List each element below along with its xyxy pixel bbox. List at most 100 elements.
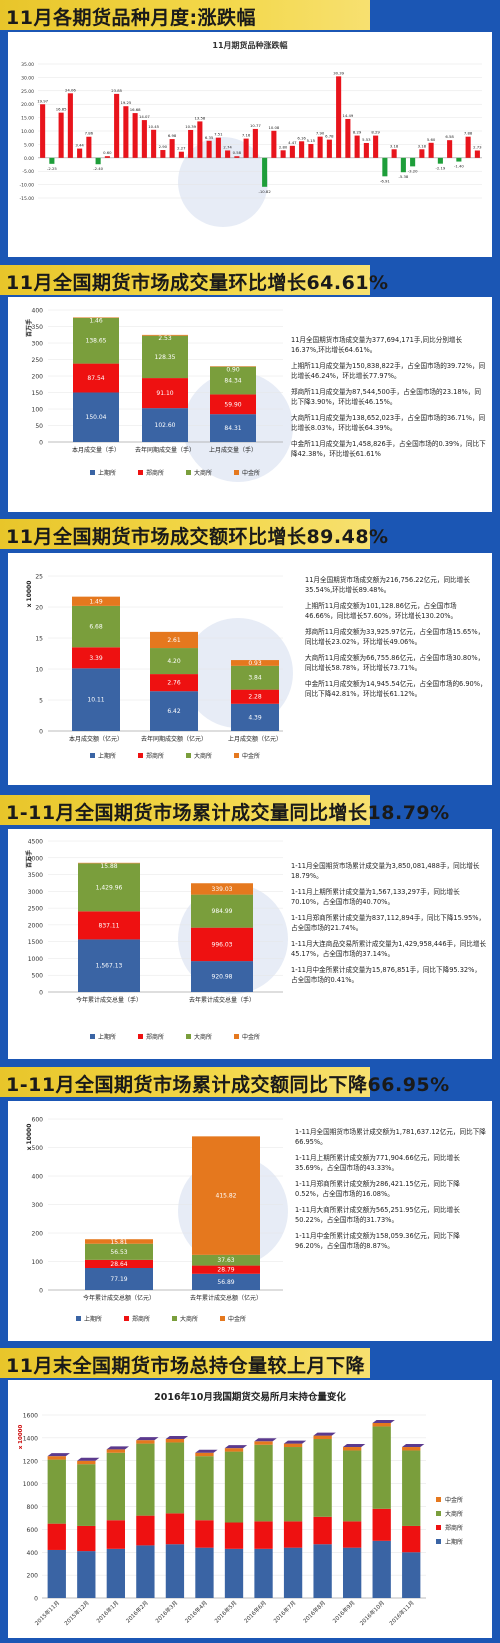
data-label: 415.82 (216, 1193, 237, 1200)
bar-segment (372, 1508, 391, 1541)
bar-segment (210, 394, 256, 415)
data-label: 8.29 (371, 130, 380, 135)
bar (86, 136, 92, 158)
bar-segment (210, 414, 256, 442)
bar (428, 142, 434, 158)
bar-segment (78, 863, 140, 912)
section-header-6: 11月末全国期货市场总持仓量较上月下降 (0, 1348, 500, 1378)
legend-swatch (436, 1525, 441, 1530)
x-tick-label: 去年同期成交额（亿元） (141, 735, 207, 743)
bar-segment (195, 1452, 214, 1457)
data-label: 4.20 (167, 658, 181, 665)
legend-swatch (172, 1316, 177, 1321)
bar-segment (402, 1552, 421, 1598)
volume-chart: 400 350 300 250 200 150 100 50 0 百万手 150.04 87.54 13… (25, 308, 293, 482)
data-label: 15.81 (110, 1239, 127, 1246)
bar-segment (142, 335, 188, 379)
section-title: 11月全国期货市场成交量环比增长64.61% (6, 272, 389, 294)
bar-segment (73, 363, 119, 393)
legend-swatch (436, 1497, 441, 1502)
bar (262, 157, 268, 187)
bar (345, 118, 351, 158)
legend-label: 大商所 (194, 469, 212, 477)
bar-segment (402, 1450, 421, 1526)
bar-segment (77, 1464, 96, 1526)
data-label: 19.25 (120, 100, 131, 105)
bar (289, 145, 295, 158)
bar-segment (224, 1448, 244, 1452)
bar-segment (72, 668, 120, 731)
bar (95, 157, 101, 165)
section-title: 11月各期货品种月度:涨跌幅 (6, 7, 257, 29)
data-label: 10.08 (268, 125, 279, 130)
bar-segment (78, 911, 140, 940)
x-tick-label: 今年累计成交总量（手） (76, 996, 142, 1004)
data-label: -2.25 (47, 166, 57, 171)
bar-segment (78, 862, 140, 864)
section-header-4: 1-11月全国期货市场累计成交量同比增长18.79% (0, 795, 500, 825)
bar-cap (254, 1438, 277, 1442)
x-tick-label: 2016年2月 (124, 1599, 150, 1625)
y-tick-label: 3000 (28, 889, 43, 896)
data-label: 0.60 (103, 150, 112, 155)
bar-segment (73, 317, 119, 318)
turnover-chart: 25 20 15 10 5 0 x 10000 10.11 3.39 6.68 1.49 本月成交额（… (26, 574, 293, 760)
bar-segment (85, 1239, 153, 1244)
legend-swatch (234, 1034, 239, 1039)
y-tick-label: 100 (32, 1259, 44, 1266)
cum-volume-chart: 4500 4000 3500 3000 2500 2000 1500 1000 500 0 百万手 1… (25, 839, 288, 1041)
bar (151, 129, 157, 158)
note-line: 中金所11月成交量为1,458,826手，占全国市场的0.39%，同比下降42.… (291, 440, 486, 458)
y-tick-label: 15 (35, 636, 43, 643)
price-change-chart: 11月期货品种涨跌幅 35.00 30.00 25.00 20.00 15.00 10.0… (19, 40, 482, 227)
y-tick-label: 35.00 (21, 62, 34, 68)
cum-turnover-chart: 600 500 400 300 200 100 0 x 10000 77.19 28.64 56.5… (26, 1117, 288, 1323)
data-label: 6.35 (205, 135, 214, 140)
data-label: 16.68 (130, 107, 141, 112)
data-label: 10.77 (250, 123, 261, 128)
x-tick-label: 本月成交量（手） (72, 446, 120, 454)
data-label: 128.35 (155, 354, 176, 361)
y-tick-label: 500 (32, 973, 44, 980)
legend-label: 郑商所 (146, 752, 164, 760)
data-label: 59.90 (224, 401, 241, 408)
legend-swatch (138, 753, 143, 758)
bar-cap (283, 1440, 307, 1444)
bar-segment (106, 1452, 126, 1521)
data-label: 996.03 (212, 941, 233, 948)
legend-label: 大商所 (194, 752, 212, 760)
bar (104, 156, 110, 158)
bar (456, 157, 462, 162)
data-label: 10.39 (185, 124, 196, 129)
y-tick-label: 0 (39, 990, 43, 997)
bar-cap (77, 1457, 100, 1461)
bar-segment (150, 674, 198, 692)
data-label: 6.16 (297, 135, 306, 140)
data-label: 10.45 (148, 124, 159, 129)
bar-segment (150, 631, 198, 649)
bar-segment (136, 1440, 155, 1444)
section-header-1: 11月各期货品种月度:涨跌幅 (0, 0, 500, 30)
x-tick-label: 2016年6月 (242, 1599, 268, 1625)
data-label: 3.39 (89, 655, 103, 662)
data-label: 7.86 (85, 131, 94, 136)
bar-segment (165, 1544, 185, 1598)
data-label: 837.11 (99, 922, 120, 929)
bar-segment (342, 1547, 362, 1598)
x-tick-label: 2016年7月 (272, 1599, 298, 1625)
y-tick-label: 500 (32, 1145, 44, 1152)
y-axis-label: x 10000 (26, 1124, 33, 1151)
data-label: -2.40 (93, 166, 103, 171)
data-label: 150.04 (86, 414, 107, 421)
bar-segment (254, 1548, 273, 1598)
data-label: 13.58 (194, 115, 205, 120)
y-tick-label: 4000 (28, 855, 43, 862)
bar-segment (142, 334, 188, 336)
note-line: 1-11月全国期货市场累计成交额为1,781,637.12亿元，同比下降66.9… (295, 1128, 486, 1146)
data-label: 6.98 (168, 133, 177, 138)
bar-segment (224, 1451, 244, 1523)
chart-panel-volume: 400 350 300 250 200 150 100 50 0 百万手 150.04 87.54 13… (8, 297, 492, 512)
bar (308, 143, 314, 158)
y-tick-label: 250 (32, 357, 44, 364)
note-line: 1-11月中金所累计成交额为158,059.36亿元，同比下降96.20%，占全… (295, 1232, 460, 1250)
